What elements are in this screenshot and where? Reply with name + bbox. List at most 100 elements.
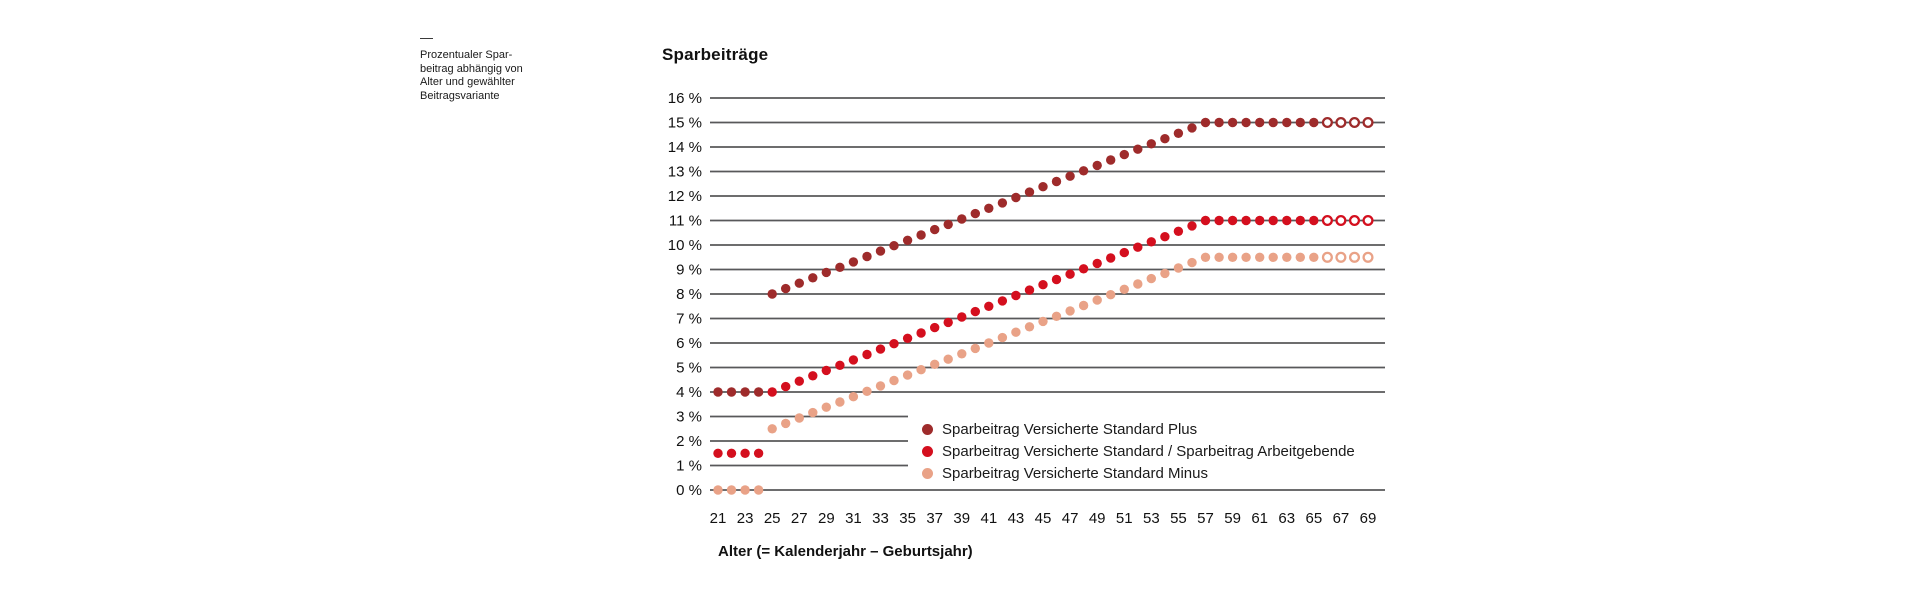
y-tick-label: 6 % bbox=[676, 335, 702, 352]
data-point bbox=[1255, 252, 1265, 262]
data-point bbox=[753, 387, 764, 397]
data-point-open bbox=[1335, 116, 1347, 129]
data-point bbox=[1011, 327, 1021, 337]
data-point bbox=[862, 349, 872, 360]
data-point bbox=[835, 262, 845, 272]
data-point bbox=[753, 448, 764, 458]
legend-bullet-standard-minus-icon bbox=[922, 467, 933, 479]
caption-line: Beitragsvariante bbox=[420, 89, 500, 102]
data-point bbox=[1092, 258, 1102, 269]
x-tick-label: 21 bbox=[710, 510, 727, 527]
x-tick-label: 61 bbox=[1251, 510, 1268, 527]
data-point bbox=[753, 485, 764, 495]
data-point bbox=[997, 198, 1008, 208]
chart-legend: Sparbeitrag Versicherte Standard Plus Sp… bbox=[922, 418, 1355, 484]
y-tick-label: 8 % bbox=[676, 286, 702, 303]
data-point bbox=[1011, 192, 1021, 203]
data-point-open bbox=[1335, 214, 1347, 227]
data-point bbox=[726, 485, 737, 495]
data-point bbox=[848, 257, 859, 267]
data-point bbox=[1119, 247, 1130, 258]
data-point bbox=[1295, 215, 1306, 226]
data-point bbox=[1187, 257, 1197, 268]
data-point bbox=[1295, 117, 1306, 128]
data-point bbox=[1078, 300, 1089, 311]
data-point bbox=[984, 338, 994, 348]
legend-item: Sparbeitrag Versicherte Standard Minus bbox=[922, 462, 1355, 484]
data-point bbox=[740, 448, 750, 458]
data-point bbox=[1133, 279, 1143, 289]
legend-item: Sparbeitrag Versicherte Standard Plus bbox=[922, 418, 1355, 440]
x-tick-label: 65 bbox=[1306, 510, 1323, 527]
data-point bbox=[1282, 252, 1292, 262]
data-point bbox=[997, 296, 1008, 306]
data-point bbox=[984, 203, 994, 213]
data-point bbox=[970, 306, 980, 317]
x-tick-label: 43 bbox=[1008, 510, 1025, 527]
data-point bbox=[1011, 290, 1021, 301]
x-tick-label: 39 bbox=[953, 510, 970, 527]
data-point bbox=[957, 312, 967, 322]
data-point bbox=[1078, 264, 1089, 274]
x-tick-label: 41 bbox=[980, 510, 997, 527]
x-tick-label: 27 bbox=[791, 510, 808, 527]
chart-title: Sparbeiträge bbox=[662, 45, 769, 64]
data-point bbox=[1038, 182, 1048, 192]
data-point bbox=[794, 376, 804, 386]
data-point bbox=[713, 448, 723, 458]
data-point bbox=[889, 339, 899, 349]
data-point bbox=[1160, 268, 1170, 279]
x-tick-label: 55 bbox=[1170, 510, 1187, 527]
y-tick-label: 7 % bbox=[676, 311, 702, 328]
x-tick-label: 57 bbox=[1197, 510, 1214, 527]
y-tick-label: 5 % bbox=[676, 360, 702, 377]
data-point bbox=[1173, 263, 1184, 273]
y-tick-label: 9 % bbox=[676, 262, 702, 279]
data-point bbox=[794, 413, 804, 423]
data-point bbox=[1119, 284, 1130, 294]
data-point bbox=[916, 328, 926, 338]
data-point bbox=[970, 208, 980, 219]
y-tick-label: 13 % bbox=[668, 164, 702, 181]
x-tick-label: 63 bbox=[1278, 510, 1295, 527]
y-tick-label: 15 % bbox=[668, 115, 702, 132]
data-point bbox=[1024, 187, 1035, 197]
data-point-open bbox=[1362, 251, 1374, 263]
data-point bbox=[1255, 215, 1265, 226]
data-point bbox=[1187, 123, 1197, 133]
caption-line: Alter und gewählter bbox=[420, 76, 515, 88]
y-tick-label: 10 % bbox=[668, 237, 702, 254]
data-point-open bbox=[1321, 214, 1333, 227]
data-point bbox=[902, 370, 913, 380]
data-point bbox=[902, 333, 913, 343]
x-tick-label: 25 bbox=[764, 510, 781, 527]
data-point bbox=[930, 322, 940, 333]
x-axis-title: Alter (= Kalenderjahr – Geburtsjahr) bbox=[718, 543, 973, 560]
data-point bbox=[1065, 306, 1075, 316]
data-point bbox=[1282, 215, 1292, 226]
data-point bbox=[1078, 166, 1089, 176]
figure-caption: — Prozentualer Spar- beitrag abhängig vo… bbox=[420, 31, 524, 103]
data-point bbox=[862, 251, 872, 262]
x-tick-label: 67 bbox=[1333, 510, 1350, 527]
data-point bbox=[943, 354, 953, 364]
data-point bbox=[1268, 252, 1278, 262]
data-point bbox=[1255, 117, 1265, 128]
y-tick-label: 3 % bbox=[676, 409, 702, 426]
data-point-open bbox=[1348, 116, 1361, 129]
data-point bbox=[767, 289, 777, 299]
data-point bbox=[1119, 149, 1130, 160]
data-point bbox=[808, 371, 818, 381]
data-point bbox=[726, 387, 737, 397]
y-tick-label: 16 % bbox=[668, 90, 702, 107]
data-point bbox=[1024, 322, 1035, 332]
data-point bbox=[1241, 215, 1251, 226]
data-point bbox=[781, 381, 791, 392]
data-point bbox=[713, 485, 723, 495]
data-point bbox=[835, 360, 845, 370]
data-point bbox=[1173, 128, 1184, 138]
data-point bbox=[1092, 295, 1102, 305]
legend-item: Sparbeitrag Versicherte Standard / Sparb… bbox=[922, 440, 1355, 462]
data-point bbox=[875, 246, 886, 256]
legend-bullet-standard-plus-icon bbox=[922, 423, 933, 435]
